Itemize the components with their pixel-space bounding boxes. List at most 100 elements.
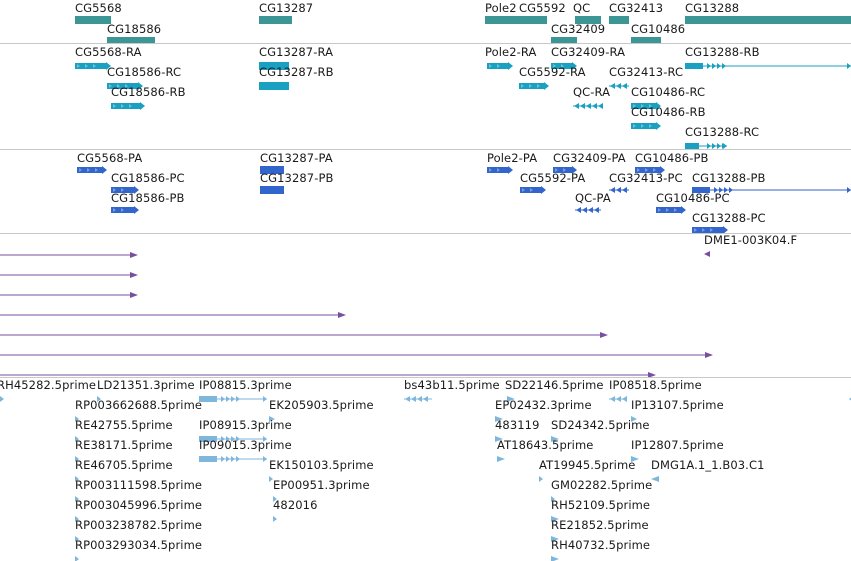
feature-glyph-right[interactable] [75,62,117,70]
feature-glyph-right[interactable] [75,495,85,503]
feature-label[interactable]: DMG1A.1_1.B03.C1 [651,458,765,472]
feature-label[interactable]: CG13287-RA [259,45,334,59]
feature-label[interactable]: CG32409-PA [553,151,626,165]
feature-label[interactable]: IP08915.3prime [199,418,292,432]
feature-glyph-right[interactable] [107,82,149,90]
feature-glyph-line-right[interactable] [0,331,608,339]
feature-label[interactable]: IP12807.5prime [631,438,724,452]
feature-label[interactable]: CG5568 [75,1,122,15]
feature-label[interactable]: CG10486-RB [631,105,706,119]
feature-glyph-bar[interactable] [631,37,667,43]
feature-glyph-right[interactable] [551,535,565,543]
feature-label[interactable]: QC [573,1,591,15]
feature-glyph-right[interactable] [692,226,734,233]
feature-glyph-bar[interactable] [260,186,290,194]
feature-label[interactable]: EP00951.3prime [273,478,370,492]
feature-glyph-right[interactable] [631,455,645,463]
feature-glyph-right[interactable] [111,102,151,110]
feature-glyph-right[interactable] [551,62,583,70]
feature-glyph-left[interactable] [704,250,716,258]
feature-glyph-right[interactable] [551,435,565,443]
feature-glyph-right[interactable] [75,475,85,483]
feature-label[interactable]: CG13288-PC [692,211,766,225]
feature-glyph-bar[interactable] [609,16,635,24]
feature-label[interactable]: CG10486 [631,22,686,36]
feature-glyph-right[interactable] [495,435,509,443]
feature-label[interactable]: CG5592-RA [519,65,586,79]
feature-label[interactable]: CG5592-PA [520,171,586,185]
feature-glyph-right[interactable] [0,395,10,403]
feature-glyph-right[interactable] [497,455,511,463]
feature-label[interactable]: CG13288-RB [685,45,760,59]
feature-label[interactable]: LD21351.3prime [97,378,195,392]
feature-glyph-right[interactable] [635,166,671,174]
feature-label[interactable]: 483119 [495,418,540,432]
feature-glyph-right[interactable] [685,62,851,70]
feature-glyph-bar[interactable] [519,16,553,24]
feature-label[interactable]: CG5592 [519,1,566,15]
feature-glyph-left[interactable] [573,102,609,110]
feature-glyph-bar[interactable] [259,62,295,70]
feature-label[interactable]: Pole2-PA [487,151,538,165]
feature-glyph-right[interactable] [199,395,273,403]
feature-glyph-right[interactable] [631,122,667,130]
feature-label[interactable]: QC-RA [573,85,611,99]
feature-label[interactable]: CG32409 [551,22,606,36]
feature-label[interactable]: Pole2 [485,1,517,15]
feature-glyph-right[interactable] [75,555,85,561]
feature-glyph-right[interactable] [507,395,521,403]
feature-label[interactable]: RP003662688.5prime [75,398,203,412]
feature-label[interactable]: CG10486-PB [635,151,709,165]
feature-label[interactable]: RE21852.5prime [551,518,649,532]
feature-glyph-right[interactable] [269,475,279,483]
feature-glyph-right[interactable] [631,102,667,110]
feature-glyph-right[interactable] [487,166,519,174]
feature-label[interactable]: CG13287-PB [260,171,334,185]
feature-label[interactable]: RE46705.5prime [75,458,173,472]
feature-glyph-line-right[interactable] [0,251,138,259]
feature-label[interactable]: EK150103.5prime [269,458,374,472]
feature-label[interactable]: RP003293034.5prime [75,538,203,552]
feature-glyph-bar[interactable] [575,16,607,24]
feature-label[interactable]: IP08518.5prime [609,378,702,392]
feature-glyph-left[interactable] [609,82,635,90]
feature-label[interactable]: EK205903.5prime [269,398,374,412]
feature-label[interactable]: SD24342.5prime [551,418,650,432]
feature-glyph-bar[interactable] [259,82,295,90]
feature-glyph-right[interactable] [97,395,107,403]
feature-label[interactable]: CG10486-PC [656,191,730,205]
feature-glyph-bar[interactable] [685,16,851,24]
feature-glyph-right[interactable] [631,415,643,423]
feature-label[interactable]: CG5568-PA [77,151,143,165]
feature-label[interactable]: EP02432.3prime [495,398,592,412]
feature-glyph-line-right[interactable] [0,371,656,377]
feature-label[interactable]: RE38171.5prime [75,438,173,452]
feature-label[interactable]: CG18586-PC [111,171,185,185]
feature-label[interactable]: bs43b11.5prime [404,378,500,392]
feature-label[interactable]: CG13287-PA [260,151,333,165]
feature-glyph-left[interactable] [575,206,607,214]
feature-glyph-right[interactable] [520,186,552,194]
feature-glyph-right[interactable] [269,415,281,423]
feature-glyph-right[interactable] [75,415,85,423]
feature-label[interactable]: CG18586 [107,22,162,36]
feature-label[interactable]: IP09015.3prime [199,438,292,452]
feature-label[interactable]: CG13287 [259,1,314,15]
feature-glyph-right[interactable] [487,62,519,70]
feature-label[interactable]: DME1-003K04.F [704,234,798,247]
feature-label[interactable]: RH52109.5prime [551,498,651,512]
feature-label[interactable]: IP08815.3prime [199,378,292,392]
feature-glyph-line-right[interactable] [0,271,138,279]
feature-glyph-bar[interactable] [259,16,298,24]
feature-label[interactable]: CG18586-PB [111,191,185,205]
feature-label[interactable]: CG13288-RC [685,125,760,139]
feature-label[interactable]: CG32413-PC [609,171,683,185]
feature-glyph-bar[interactable] [551,37,583,43]
feature-glyph-line-right[interactable] [0,311,346,319]
feature-glyph-right[interactable] [75,435,85,443]
feature-label[interactable]: CG5568-RA [75,45,142,59]
feature-label[interactable]: CG13288 [685,1,740,15]
feature-glyph-right[interactable] [75,515,85,523]
feature-glyph-right[interactable] [75,455,85,463]
